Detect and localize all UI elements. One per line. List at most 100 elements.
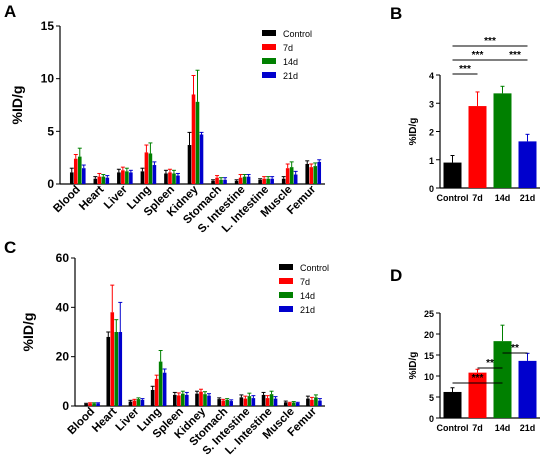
panel-c-bar	[203, 394, 207, 406]
panel-c-bar	[269, 394, 274, 406]
panel-a-y-tick-label: 10	[41, 72, 55, 86]
panel-a-bar	[73, 158, 78, 184]
panel-b-bar	[468, 106, 487, 188]
panel-c-bar	[225, 399, 229, 406]
panel-c-bar	[247, 396, 252, 406]
panel-b-x-tick-label: Control	[437, 193, 469, 203]
panel-c-bar	[118, 332, 123, 406]
panel-b-x-tick-label: 7d	[472, 193, 483, 203]
panel-a-bar	[289, 167, 294, 184]
panel-c-bar	[306, 398, 310, 406]
panel-a-bar	[69, 172, 74, 184]
panel-a-bar	[176, 175, 180, 184]
panel-a-bar	[215, 177, 219, 184]
panel-d-bar	[443, 391, 462, 418]
panel-a-bar	[199, 134, 204, 184]
panel-c-chart: 0204060%ID/gBloodHeartLiverLungSpleenKid…	[20, 251, 329, 458]
panel-b-significance-label: ***	[459, 64, 471, 75]
panel-a-bar	[313, 166, 318, 184]
panel-a-bar	[258, 179, 262, 184]
panel-a-bar	[219, 179, 223, 184]
panel-b-significance-label: ***	[484, 36, 496, 47]
panel-c-legend-label: 7d	[300, 277, 310, 287]
panel-a-bar	[125, 171, 129, 184]
panel-c-bar	[96, 403, 100, 406]
panel-d-bar	[518, 360, 537, 418]
panel-c-legend-label: Control	[300, 263, 329, 273]
panel-a-chart: 051015%ID/gBloodHeartLiverLungSpleenKidn…	[9, 19, 325, 236]
panel-d-y-tick-label: 5	[429, 393, 434, 403]
panel-b-significance-label: ***	[509, 50, 521, 61]
panel-c-y-axis-label: %ID/g	[20, 313, 36, 352]
panel-a-bar	[117, 172, 121, 184]
panel-c-legend-label: 14d	[300, 291, 315, 301]
panel-a-legend-label: 7d	[283, 43, 293, 53]
panel-c-bar	[88, 403, 92, 406]
panel-c-bar	[136, 399, 141, 406]
panel-d-significance-label: ***	[472, 373, 484, 384]
panel-c-y-tick-label: 60	[56, 251, 70, 265]
panel-d-bar	[493, 341, 512, 418]
panel-a-legend-label: Control	[283, 29, 312, 39]
panel-c-bar	[162, 372, 167, 406]
panel-c-bar	[251, 398, 256, 406]
panel-c-bar	[295, 403, 300, 406]
panel-c-bar	[318, 400, 322, 406]
panel-c-bar	[110, 312, 115, 406]
panel-b-y-axis-label: %ID/g	[408, 118, 419, 146]
panel-a-legend-swatch	[262, 72, 276, 78]
panel-c-bar	[181, 393, 185, 406]
panel-c-bar	[239, 397, 244, 406]
panel-d-y-tick-label: 20	[424, 330, 434, 340]
panel-a-bar	[101, 176, 106, 184]
panel-a-bar	[77, 156, 82, 184]
panel-a-y-tick-label: 5	[47, 124, 54, 138]
panel-b-bar	[443, 162, 462, 188]
panel-a-bar	[191, 94, 196, 184]
panel-label-a: A	[4, 2, 17, 21]
panel-c-bar	[199, 391, 203, 406]
panel-c-bar	[195, 393, 199, 406]
panel-a-bar	[148, 153, 153, 184]
panel-a-legend-swatch	[262, 44, 276, 50]
panel-d-y-tick-label: 10	[424, 372, 434, 382]
panel-c-bar	[158, 361, 163, 406]
panel-c-bar	[207, 395, 211, 406]
panel-c-bar	[273, 398, 278, 406]
panel-d-x-tick-label: 14d	[495, 423, 511, 433]
panel-c-bar	[310, 399, 314, 406]
panel-label-d: D	[390, 266, 403, 285]
panel-a-bar	[223, 179, 227, 184]
panel-a-y-axis-label: %ID/g	[9, 86, 25, 125]
panel-b-x-tick-label: 21d	[520, 193, 536, 203]
panel-a-bar	[168, 172, 172, 184]
panel-a-bar	[81, 168, 86, 184]
panel-c-bar	[261, 394, 266, 406]
panel-c-x-tick-label: Liver	[114, 405, 142, 433]
panel-d-y-tick-label: 15	[424, 351, 434, 361]
panel-c-bar	[140, 399, 145, 406]
panel-b-y-tick-label: 3	[429, 99, 434, 109]
panel-b-bar	[493, 93, 512, 188]
panel-c-bar	[287, 403, 292, 406]
panel-a-bar	[152, 165, 157, 184]
panel-b-y-tick-label: 2	[429, 128, 434, 138]
panel-a-x-tick-label: Liver	[102, 183, 130, 211]
panel-d-bar	[468, 372, 487, 418]
panel-a-bar	[238, 177, 243, 184]
panel-a-bar	[305, 163, 310, 184]
panel-a-bar	[266, 178, 270, 184]
panel-a-bar	[172, 173, 176, 184]
panel-d-x-tick-label: 21d	[520, 423, 536, 433]
panel-d-y-axis-label: %ID/g	[408, 352, 419, 380]
panel-c-bar	[221, 400, 225, 406]
panel-c-bar	[243, 398, 248, 406]
panel-a-bar	[309, 167, 314, 184]
panel-a-bar	[195, 101, 200, 184]
panel-c-bar	[154, 378, 159, 406]
panel-c-bar	[265, 398, 270, 406]
panel-c-bar	[177, 395, 181, 406]
panel-c-bar	[132, 400, 137, 406]
panel-a-bar	[144, 152, 149, 184]
